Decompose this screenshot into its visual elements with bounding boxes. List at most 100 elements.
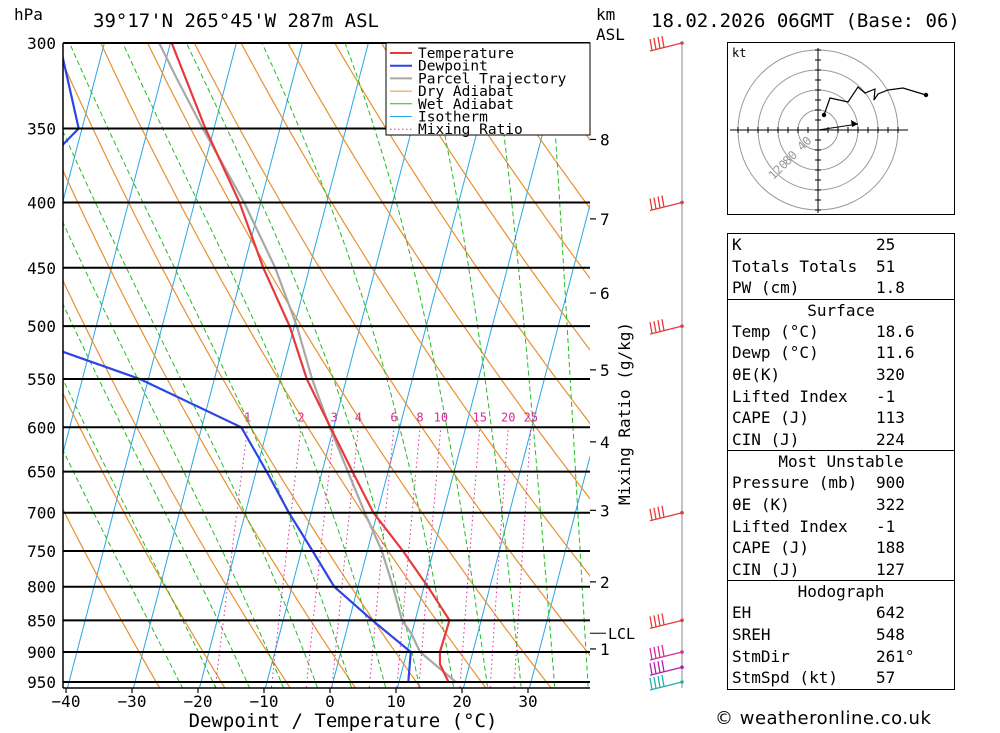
x-tick-label: −20 [184, 692, 213, 711]
pressure-tick-label: 550 [27, 370, 56, 389]
pressure-tick-label: 500 [27, 317, 56, 336]
wet-adiabat-line [63, 303, 251, 688]
hodograph-point [821, 112, 827, 118]
wind-barb [649, 505, 684, 522]
dry-adiabat-line [147, 43, 552, 688]
index-row: SREH 548 [732, 624, 905, 644]
location-title: 39°17'N 265°45'W 287m ASL [93, 10, 379, 32]
wet-adiabat-line [423, 43, 522, 688]
x-tick-label: 10 [386, 692, 405, 711]
x-tick-label: 20 [452, 692, 471, 711]
mixing-ratio-line [270, 427, 302, 688]
index-row: EH 642 [732, 603, 905, 623]
pressure-tick-label: 800 [27, 578, 56, 597]
mixing-ratio-line [331, 427, 359, 688]
pressure-tick-label: 950 [27, 673, 56, 692]
storm-motion-vector [817, 123, 859, 131]
mixing-ratio-line [418, 427, 442, 688]
wind-barb-flag [657, 320, 661, 332]
index-row: Lifted Index -1 [732, 386, 896, 406]
mixing-ratio-line [396, 427, 421, 688]
dry-adiabat-line [63, 61, 422, 688]
wind-barb-flag [653, 197, 657, 210]
pressure-tick-label: 750 [27, 542, 56, 561]
wind-barb-flag [653, 615, 657, 627]
mixing-ratio-axis-title: Mixing Ratio (g/kg) [615, 322, 634, 505]
wind-barb-shaft [649, 666, 683, 676]
wind-barb-shaft [649, 201, 683, 212]
hodograph-panel: kt 40 80 120 [727, 42, 955, 215]
mixing-ratio-label: 8 [416, 410, 423, 424]
wet-adiabat-line [63, 449, 183, 688]
km-tick-label: 5 [600, 361, 610, 380]
legend-label: Parcel Trajectory [418, 71, 567, 87]
pressure-tick-label: 400 [27, 193, 56, 212]
wind-barb-base [680, 200, 684, 205]
isotherm-line [63, 43, 171, 455]
dry-adiabat-line [240, 43, 590, 577]
mixing-ratio-line [305, 427, 335, 688]
dry-adiabat-line [63, 279, 291, 688]
index-row: Temp (°C) 18.6 [732, 321, 915, 341]
isotherm-line [63, 43, 105, 203]
dry-adiabat-line [100, 43, 487, 688]
series-dewpoint [63, 53, 412, 683]
wind-barb-shaft [649, 681, 683, 691]
wind-barb [649, 674, 684, 691]
lcl-label: LCL [608, 625, 635, 643]
km-tick-label: 4 [600, 433, 610, 452]
wet-adiabat-line [344, 43, 489, 688]
mixing-ratio-label: 3 [330, 410, 337, 424]
wind-barb-flag [657, 661, 661, 673]
wind-barb [649, 644, 684, 661]
mixing-ratio-line [368, 427, 395, 688]
isotherm-line [528, 454, 590, 688]
wind-barb-shaft [649, 651, 683, 661]
dry-adiabat-line [990, 43, 1000, 696]
isotherm-line [330, 43, 501, 688]
mixing-ratio-label: 2 [297, 410, 304, 424]
isotherm-line [264, 43, 435, 688]
dry-adiabat-line [193, 43, 590, 657]
dry-adiabat-line [63, 392, 226, 688]
isotherm-line [132, 43, 303, 688]
wet-adiabat-line [491, 43, 556, 688]
section-title: Hodograph [797, 582, 885, 602]
x-tick-label: 0 [325, 692, 335, 711]
indices-table: K 25 Totals Totals 51 PW (cm) 1.8 Surface T… [727, 233, 955, 690]
mixing-ratio-label: 25 [524, 410, 538, 424]
surface-section: Surface Temp (°C) 18.6 Dewp (°C) 11.6 θE(K… [728, 298, 954, 451]
storm-motion-arrowhead [851, 120, 858, 127]
wind-barb-flag [649, 508, 653, 521]
mixing-ratio-label: 4 [355, 410, 362, 424]
legend-label: Wet Adiabat [418, 97, 514, 113]
wind-barb-flag [649, 616, 653, 628]
wind-barb-flag [657, 675, 661, 688]
wind-barb-flag [661, 613, 665, 625]
wind-barb-base [680, 41, 684, 45]
wind-barb-flag [657, 614, 661, 626]
wind-barb-flag [657, 36, 661, 49]
wind-barb-shaft [649, 42, 683, 52]
mixing-ratio-label: 10 [434, 410, 448, 424]
index-row: StmDir 261° [732, 646, 915, 666]
wind-barb-flag [649, 663, 653, 675]
mixing-ratio-label: 6 [390, 410, 397, 424]
isotherm-line [462, 202, 590, 688]
legend-label: Mixing Ratio [418, 122, 523, 138]
index-row: θE (K) 322 [732, 494, 905, 514]
section-title: Most Unstable [778, 452, 904, 472]
wind-barb-base [680, 650, 684, 654]
index-row: Totals Totals 51 [732, 256, 896, 276]
wind-barb-flag [653, 646, 657, 659]
wind-barb-flag [649, 198, 653, 211]
hodograph-trace [823, 86, 927, 116]
most-unstable-section: Most Unstable Pressure (mb) 900 θE (K) 322… [728, 450, 954, 580]
pressure-tick-label: 450 [27, 259, 56, 278]
legend-box [385, 42, 591, 136]
legend-label: Isotherm [418, 110, 488, 126]
wind-barb-flag [653, 321, 657, 333]
wind-barb [649, 613, 684, 629]
